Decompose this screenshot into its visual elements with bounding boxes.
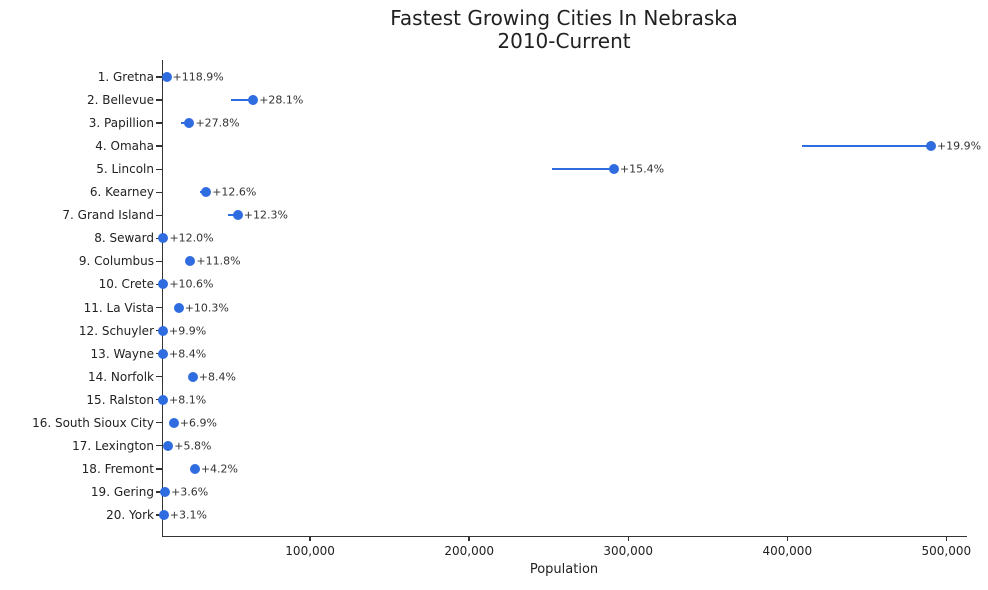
growth-percent-label: +10.6% (169, 277, 214, 291)
growth-percent-label: +19.9% (936, 139, 982, 153)
city-label: 9. Columbus (78, 254, 154, 269)
y-tick (156, 99, 162, 101)
plot-area: 1. Gretna +118.9% 2. Bellevue +28.1% 3. Papi… (32, 60, 981, 558)
city-label: 20. York (106, 507, 154, 522)
city-label: 12. Schuyler (78, 323, 154, 338)
city-label: 7. Grand Island (62, 208, 154, 223)
y-tick (156, 76, 162, 78)
growth-percent-label: +12.3% (243, 208, 288, 222)
x-tick (309, 536, 311, 541)
chart-title-line1: Fastest Growing Cities In Nebraska (390, 6, 738, 30)
growth-percent-label: +5.8% (174, 439, 212, 453)
y-tick (156, 375, 162, 378)
x-tick-label: 300,000 (603, 544, 654, 558)
x-tick (627, 536, 629, 541)
lollipop-dot (158, 348, 168, 359)
growth-percent-label: +3.1% (169, 508, 207, 522)
lollipop-dot (168, 417, 179, 428)
lollipop-dot (161, 72, 172, 82)
city-label: 19. Gering (90, 484, 154, 499)
lollipop-line (551, 168, 614, 171)
growth-percent-label: +28.1% (259, 93, 304, 107)
x-tick (945, 536, 947, 541)
y-tick (156, 491, 162, 493)
lollipop-dot (158, 325, 168, 336)
y-tick (156, 191, 162, 193)
chart-title: Fastest Growing Cities In Nebraska 2010-… (162, 7, 966, 53)
growth-percent-label: +118.9% (172, 70, 224, 84)
x-axis-title: Population (529, 562, 599, 577)
y-tick (156, 306, 162, 309)
lollipop-dot (201, 187, 212, 198)
lollipop-dot (158, 509, 169, 520)
lollipop-dot (184, 118, 195, 129)
lollipop-dot (608, 164, 619, 175)
city-label: 10. Crete (98, 277, 154, 292)
x-tick-label: 400,000 (762, 544, 813, 558)
growth-percent-label: +9.9% (169, 324, 207, 338)
growth-percent-label: +11.8% (196, 254, 241, 268)
y-tick (156, 122, 162, 124)
city-label: 8. Seward (94, 231, 154, 246)
growth-percent-label: +10.3% (184, 301, 229, 314)
lollipop-dot (925, 141, 936, 152)
growth-percent-label: +8.1% (169, 393, 207, 407)
x-tick-label: 500,000 (921, 544, 972, 558)
city-label: 18. Fremont (81, 461, 154, 476)
city-label: 17. Lexington (72, 438, 154, 453)
lollipop-line (230, 99, 254, 102)
city-label: 14. Norfolk (88, 369, 154, 384)
growth-percent-label: +6.9% (179, 416, 217, 430)
y-tick (156, 445, 162, 447)
lollipop-dot (189, 463, 200, 474)
city-label: 1. Gretna (97, 70, 154, 84)
growth-percent-label: +3.6% (171, 485, 209, 499)
growth-percent-label: +15.4% (619, 162, 665, 176)
growth-percent-label: +8.4% (169, 347, 207, 361)
y-tick (156, 168, 162, 170)
growth-percent-label: +12.0% (169, 231, 214, 245)
y-tick (156, 422, 162, 424)
lollipop-dot (163, 440, 174, 451)
city-label: 4. Omaha (95, 139, 154, 154)
city-label: 11. La Vista (83, 300, 154, 315)
growth-percent-label: +27.8% (195, 116, 240, 130)
growth-percent-label: +8.4% (198, 370, 236, 384)
city-label: 13. Wayne (90, 346, 154, 361)
chart-title-line2: 2010-Current (497, 29, 631, 53)
growth-percent-label: +12.6% (212, 185, 257, 199)
lollipop-dot (248, 95, 259, 106)
x-tick (468, 536, 470, 541)
lollipop-dot (173, 302, 184, 313)
city-label: 5. Lincoln (96, 162, 154, 177)
x-tick-label: 200,000 (444, 544, 494, 558)
y-tick (156, 214, 162, 216)
lollipop-dot (158, 394, 168, 405)
y-tick (156, 468, 162, 470)
x-tick (786, 536, 788, 541)
lollipop-dot (187, 371, 198, 382)
lollipop-dot (232, 210, 243, 221)
growth-percent-label: +4.2% (200, 462, 238, 476)
lollipop-dot (158, 279, 169, 290)
lollipop-line (801, 145, 931, 148)
city-label: 6. Kearney (89, 185, 154, 200)
city-label: 15. Ralston (86, 392, 154, 407)
y-tick (156, 145, 162, 147)
x-tick-label: 100,000 (285, 544, 335, 558)
city-label: 3. Papillion (88, 116, 154, 131)
city-label: 2. Bellevue (86, 93, 154, 108)
lollipop-dot (158, 233, 169, 244)
lollipop-dot (185, 256, 196, 267)
y-tick (156, 260, 162, 263)
city-label: 16. South Sioux City (32, 415, 154, 430)
lollipop-dot (160, 486, 171, 497)
